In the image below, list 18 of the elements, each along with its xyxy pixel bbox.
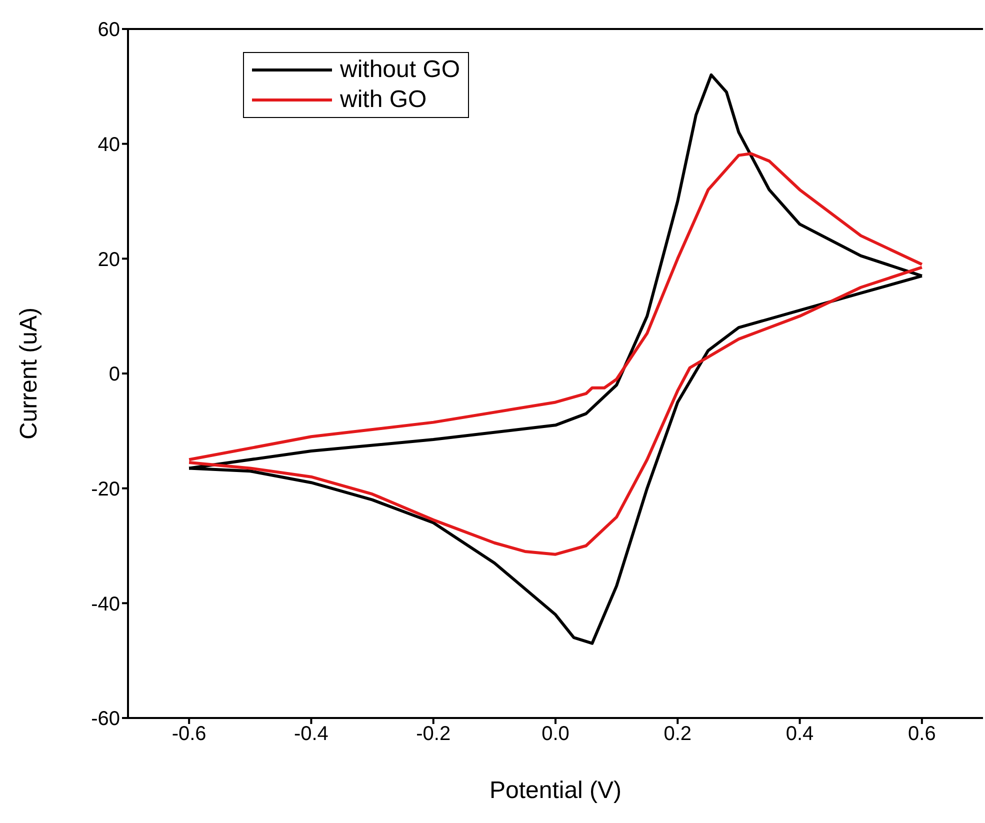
x-tick-label: -0.4 [294, 723, 328, 746]
y-tick-label: -20 [91, 478, 120, 500]
y-axis-title: Current (uA) [16, 307, 43, 440]
x-tick-label: 0.6 [908, 723, 936, 746]
x-tick-label: -0.6 [172, 723, 206, 746]
x-tick-label: 0.2 [664, 723, 692, 746]
y-tick-label: 60 [98, 19, 120, 42]
y-tick-label: -40 [91, 593, 120, 616]
x-tick-label: -0.2 [416, 723, 451, 746]
y-tick-label: 20 [98, 248, 120, 271]
legend-label: without GO [340, 55, 460, 85]
y-tick-label: 0 [108, 364, 120, 386]
x-tick-label: 0.4 [786, 723, 814, 746]
y-tick-label: 40 [98, 134, 120, 156]
legend-label: with GO [340, 85, 427, 115]
x-axis-title: Potential (V) [489, 777, 622, 804]
y-tick-label: -60 [91, 708, 120, 730]
x-tick-label: 0.0 [542, 723, 570, 746]
